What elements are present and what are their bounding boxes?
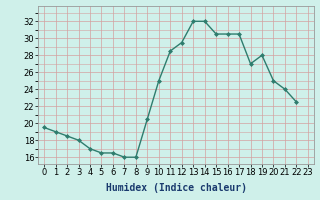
X-axis label: Humidex (Indice chaleur): Humidex (Indice chaleur) [106,183,246,193]
